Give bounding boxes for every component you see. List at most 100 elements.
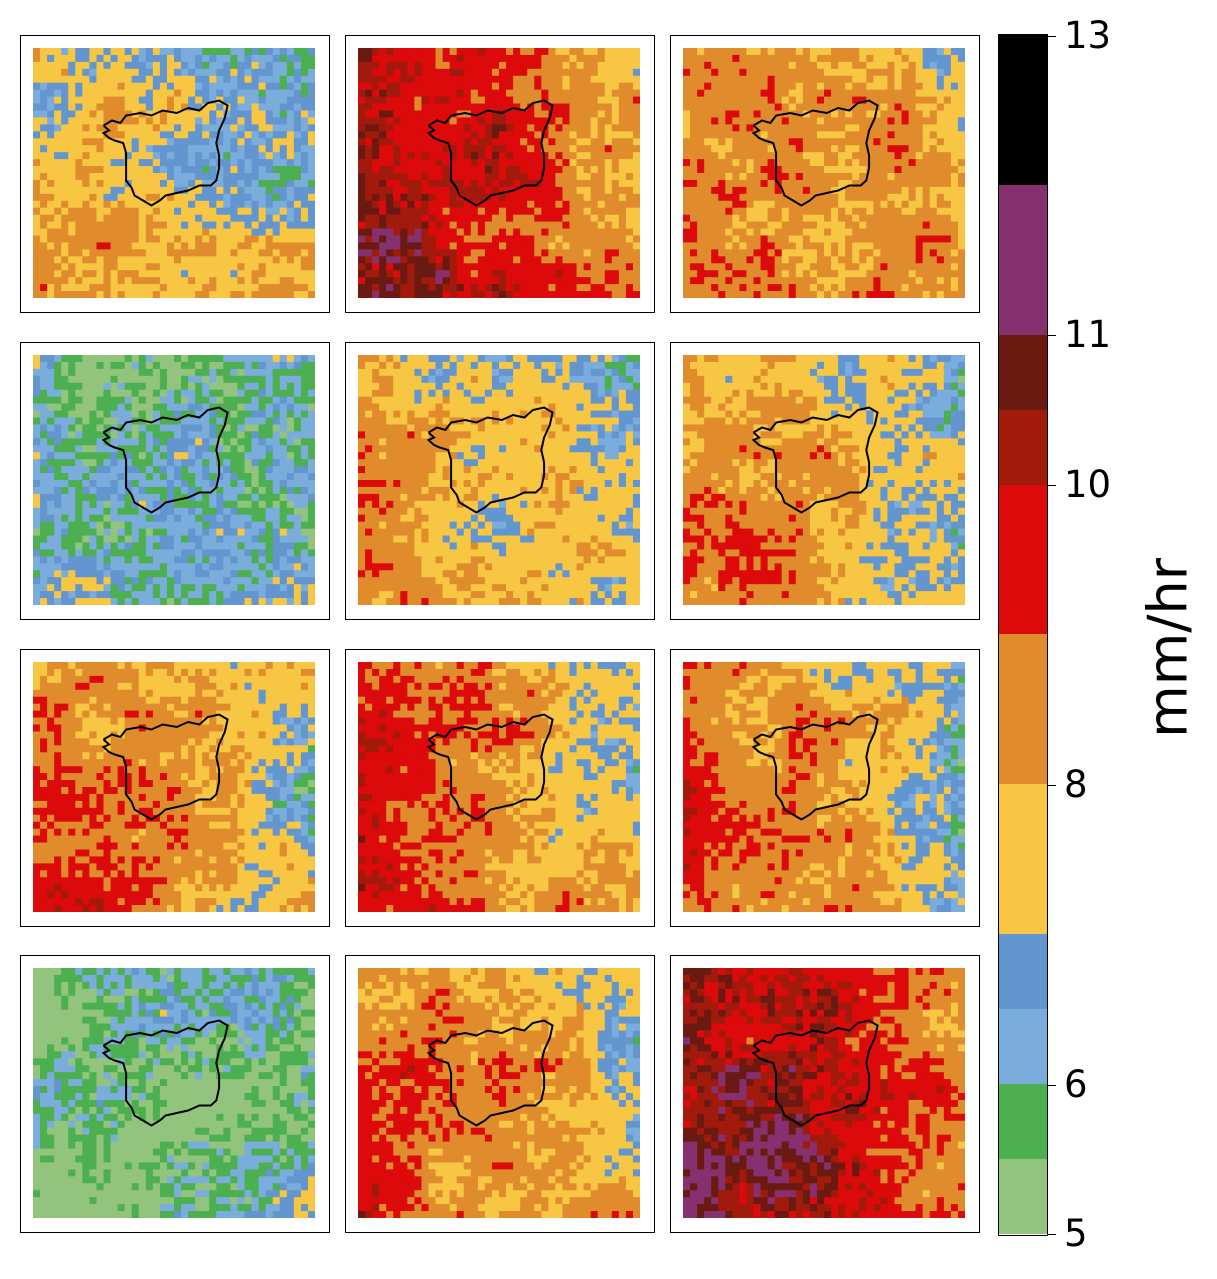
heatmap-cell bbox=[301, 138, 309, 147]
heatmap-cell bbox=[534, 256, 543, 265]
heatmap-cell bbox=[209, 277, 218, 286]
heatmap-cell bbox=[612, 159, 620, 168]
heatmap-cell bbox=[61, 242, 70, 251]
heatmap-cell bbox=[583, 138, 592, 147]
heatmap-cell bbox=[421, 222, 430, 230]
heatmap-cell bbox=[471, 208, 479, 216]
heatmap-cell bbox=[824, 166, 833, 174]
heatmap-cell bbox=[160, 417, 168, 426]
heatmap-cell bbox=[576, 159, 585, 168]
heatmap-cell bbox=[506, 277, 515, 286]
heatmap-cell bbox=[181, 103, 190, 112]
heatmap-cell bbox=[414, 62, 423, 70]
heatmap-cell bbox=[393, 215, 402, 223]
heatmap-cell bbox=[40, 83, 49, 91]
heatmap-cell bbox=[153, 249, 161, 258]
heatmap-cell bbox=[435, 284, 444, 293]
heatmap-cell bbox=[117, 242, 126, 251]
heatmap-cell bbox=[775, 194, 783, 202]
heatmap-cell bbox=[866, 62, 875, 70]
heatmap-cell bbox=[209, 291, 218, 299]
heatmap-cell bbox=[746, 187, 755, 195]
heatmap-cell bbox=[301, 117, 309, 126]
heatmap-cell bbox=[258, 145, 267, 154]
heatmap-cell bbox=[612, 103, 620, 112]
heatmap-cell bbox=[499, 124, 508, 133]
heatmap-cell bbox=[803, 55, 811, 63]
heatmap-cell bbox=[308, 355, 316, 363]
heatmap-cell bbox=[428, 117, 437, 126]
heatmap-cell bbox=[428, 103, 437, 112]
heatmap-cell bbox=[273, 362, 281, 370]
heatmap-cell bbox=[103, 194, 112, 202]
heatmap-cell bbox=[428, 277, 437, 286]
heatmap-cell bbox=[181, 291, 190, 299]
heatmap-cell bbox=[569, 117, 578, 126]
heatmap-cell bbox=[739, 291, 748, 299]
heatmap-cell bbox=[47, 48, 56, 56]
heatmap-cell bbox=[569, 166, 578, 174]
heatmap-cell bbox=[301, 445, 309, 454]
heatmap-cell bbox=[775, 159, 783, 168]
heatmap-cell bbox=[782, 242, 790, 251]
heatmap-cell bbox=[513, 284, 522, 293]
heatmap-cell bbox=[209, 187, 218, 195]
heatmap-cell bbox=[499, 235, 508, 244]
heatmap-cell bbox=[266, 362, 274, 370]
heatmap-cell bbox=[499, 152, 508, 161]
heatmap-cell bbox=[68, 459, 77, 468]
heatmap-cell bbox=[414, 277, 423, 286]
heatmap-cell bbox=[223, 459, 232, 468]
heatmap-cell bbox=[294, 117, 302, 126]
heatmap-cell bbox=[937, 194, 945, 202]
heatmap-cell bbox=[287, 201, 295, 209]
heatmap-cell bbox=[499, 90, 508, 98]
heatmap-cell bbox=[619, 62, 627, 70]
heatmap-cell bbox=[562, 159, 571, 168]
heatmap-cell bbox=[859, 277, 868, 286]
heatmap-cell bbox=[803, 110, 811, 119]
heatmap-cell bbox=[258, 194, 267, 202]
heatmap-cell bbox=[61, 438, 70, 447]
heatmap-cell bbox=[548, 166, 557, 174]
heatmap-cell bbox=[767, 103, 776, 112]
heatmap-cell bbox=[216, 410, 225, 419]
heatmap-cell bbox=[951, 235, 959, 244]
heatmap-cell bbox=[541, 103, 550, 112]
heatmap-cell bbox=[485, 159, 493, 168]
heatmap-cell bbox=[47, 452, 56, 461]
heatmap-cell bbox=[308, 452, 316, 461]
heatmap-cell bbox=[167, 194, 175, 202]
heatmap-cell bbox=[421, 277, 430, 286]
heatmap-cell bbox=[54, 131, 63, 140]
heatmap-cell bbox=[273, 438, 281, 447]
heatmap-cell bbox=[796, 270, 804, 279]
heatmap-cell bbox=[160, 355, 168, 363]
heatmap-cell bbox=[541, 145, 550, 154]
heatmap-cell bbox=[944, 145, 952, 154]
heatmap-cell bbox=[280, 417, 288, 426]
heatmap-cell bbox=[273, 69, 281, 77]
heatmap-cell bbox=[301, 131, 309, 140]
heatmap-cell bbox=[202, 362, 211, 370]
heatmap-cell bbox=[153, 131, 161, 140]
heatmap-cell bbox=[824, 187, 833, 195]
heatmap-cell bbox=[485, 215, 493, 223]
heatmap-cell bbox=[400, 180, 409, 188]
heatmap-cell bbox=[775, 249, 783, 258]
heatmap-cell bbox=[541, 166, 550, 174]
heatmap-cell bbox=[718, 228, 727, 237]
heatmap-cell bbox=[824, 256, 833, 265]
heatmap-cell bbox=[195, 249, 204, 258]
heatmap-cell bbox=[732, 145, 741, 154]
heatmap-cell bbox=[414, 208, 423, 216]
heatmap-cell bbox=[400, 145, 409, 154]
heatmap-cell bbox=[223, 256, 232, 265]
heatmap-cell bbox=[478, 270, 486, 279]
heatmap-cell bbox=[746, 124, 755, 133]
heatmap-cell bbox=[181, 417, 190, 426]
heatmap-cell bbox=[153, 152, 161, 161]
heatmap-cell bbox=[160, 131, 168, 140]
heatmap-cell bbox=[54, 249, 63, 258]
heatmap-cell bbox=[153, 194, 161, 202]
